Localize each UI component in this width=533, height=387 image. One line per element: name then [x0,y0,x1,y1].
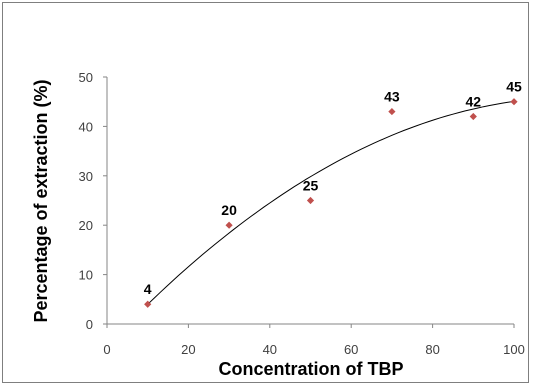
y-tick-label: 0 [86,317,93,332]
y-tick-label: 40 [79,119,93,134]
chart-svg: 0 10 20 30 40 50 0 20 40 60 80 100 4 20 25 43 42 45 Per… [31,70,525,379]
data-point [225,221,233,229]
data-label: 45 [506,79,522,95]
chart-frame: 0 10 20 30 40 50 0 20 40 60 80 100 4 20 25 43 42 45 Per… [2,2,529,383]
x-tick-label: 80 [425,342,439,357]
y-tick-label: 30 [79,169,93,184]
y-tick-label: 20 [79,218,93,233]
data-point [144,300,152,308]
x-tick-label: 60 [344,342,358,357]
trendline [147,100,515,305]
data-points [144,98,518,308]
x-tick-label: 0 [103,342,110,357]
x-tick-label: 100 [503,342,525,357]
y-axis-title: Percentage of extraction (%) [31,79,51,322]
y-tick-labels: 0 10 20 30 40 50 [79,70,107,332]
x-tick-label: 20 [181,342,195,357]
data-point [306,196,315,205]
data-label: 43 [384,89,400,105]
x-tick-labels: 0 20 40 60 80 100 [103,324,525,357]
data-point [388,107,396,116]
data-label: 42 [466,94,482,110]
axes [106,77,514,325]
data-point [469,112,477,121]
data-label: 20 [221,202,237,218]
data-label: 25 [303,178,319,194]
data-point [510,98,518,106]
data-labels: 4 20 25 43 42 45 [144,79,522,298]
x-axis-title: Concentration of TBP [219,359,404,379]
y-tick-label: 50 [79,70,93,85]
data-label: 4 [144,281,152,297]
y-tick-label: 10 [79,268,93,283]
x-tick-label: 40 [263,342,277,357]
